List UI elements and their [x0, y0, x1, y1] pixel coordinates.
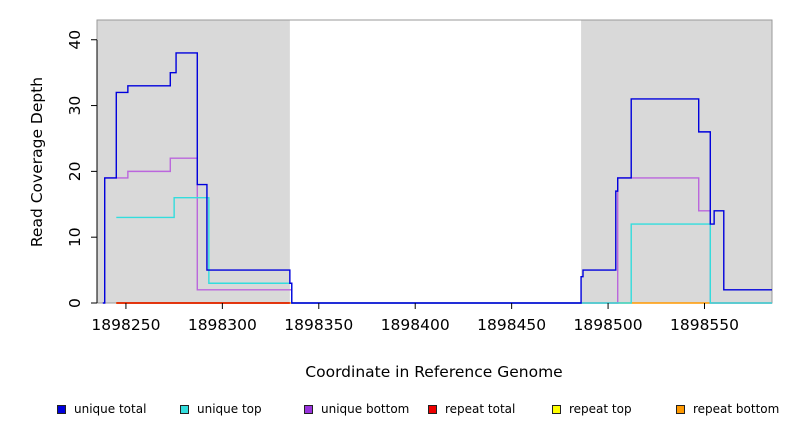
legend-label: repeat top — [569, 402, 632, 416]
y-tick-label: 30 — [66, 96, 84, 116]
legend-item-unique-bottom: unique bottom — [304, 402, 409, 416]
axes: 0 10 20 30 40 1898250 1898300 1898350 1898400 189… — [66, 30, 739, 334]
legend-label: repeat bottom — [693, 402, 780, 416]
x-tick-label: 1898550 — [670, 316, 739, 334]
legend-label: unique total — [74, 402, 147, 416]
shaded-regions — [97, 20, 772, 303]
shaded-region-1 — [97, 20, 290, 303]
series-line-unique-total — [102, 52, 772, 304]
y-axis-title: Read Coverage Depth — [28, 77, 46, 247]
legend-item-unique-total: unique total — [57, 402, 146, 416]
legend-item-unique-top: unique top — [180, 402, 262, 416]
x-tick-label: 1898450 — [477, 316, 546, 334]
legend-label: repeat total — [445, 402, 516, 416]
legend-item-repeat-total: repeat total — [428, 402, 515, 416]
legend-swatch — [676, 404, 685, 414]
x-tick-label: 1898250 — [91, 316, 160, 334]
legend-swatch — [57, 404, 66, 414]
legend-swatch — [304, 404, 313, 414]
legend-swatch — [180, 404, 189, 414]
y-tick-label: 0 — [66, 298, 84, 308]
shaded-region-2 — [581, 20, 772, 303]
y-tick-label: 40 — [66, 30, 84, 50]
legend-item-repeat-bottom: repeat bottom — [676, 402, 779, 416]
x-axis-title: Coordinate in Reference Genome — [305, 363, 562, 381]
legend-swatch — [428, 404, 437, 414]
x-tick-label: 1898500 — [574, 316, 643, 334]
x-tick-label: 1898300 — [188, 316, 257, 334]
y-tick-label: 10 — [66, 227, 84, 247]
series-lines — [102, 52, 772, 304]
chart-legend: unique total unique top unique bottom repea… — [0, 400, 792, 420]
legend-swatch — [552, 404, 561, 414]
legend-label: unique bottom — [321, 402, 410, 416]
y-tick-label: 20 — [66, 162, 84, 182]
legend-item-repeat-top: repeat top — [552, 402, 632, 416]
legend-label: unique top — [197, 402, 262, 416]
x-tick-label: 1898350 — [284, 316, 353, 334]
coverage-chart: 0 10 20 30 40 1898250 1898300 1898350 1898400 189… — [28, 19, 773, 381]
x-tick-label: 1898400 — [381, 316, 450, 334]
